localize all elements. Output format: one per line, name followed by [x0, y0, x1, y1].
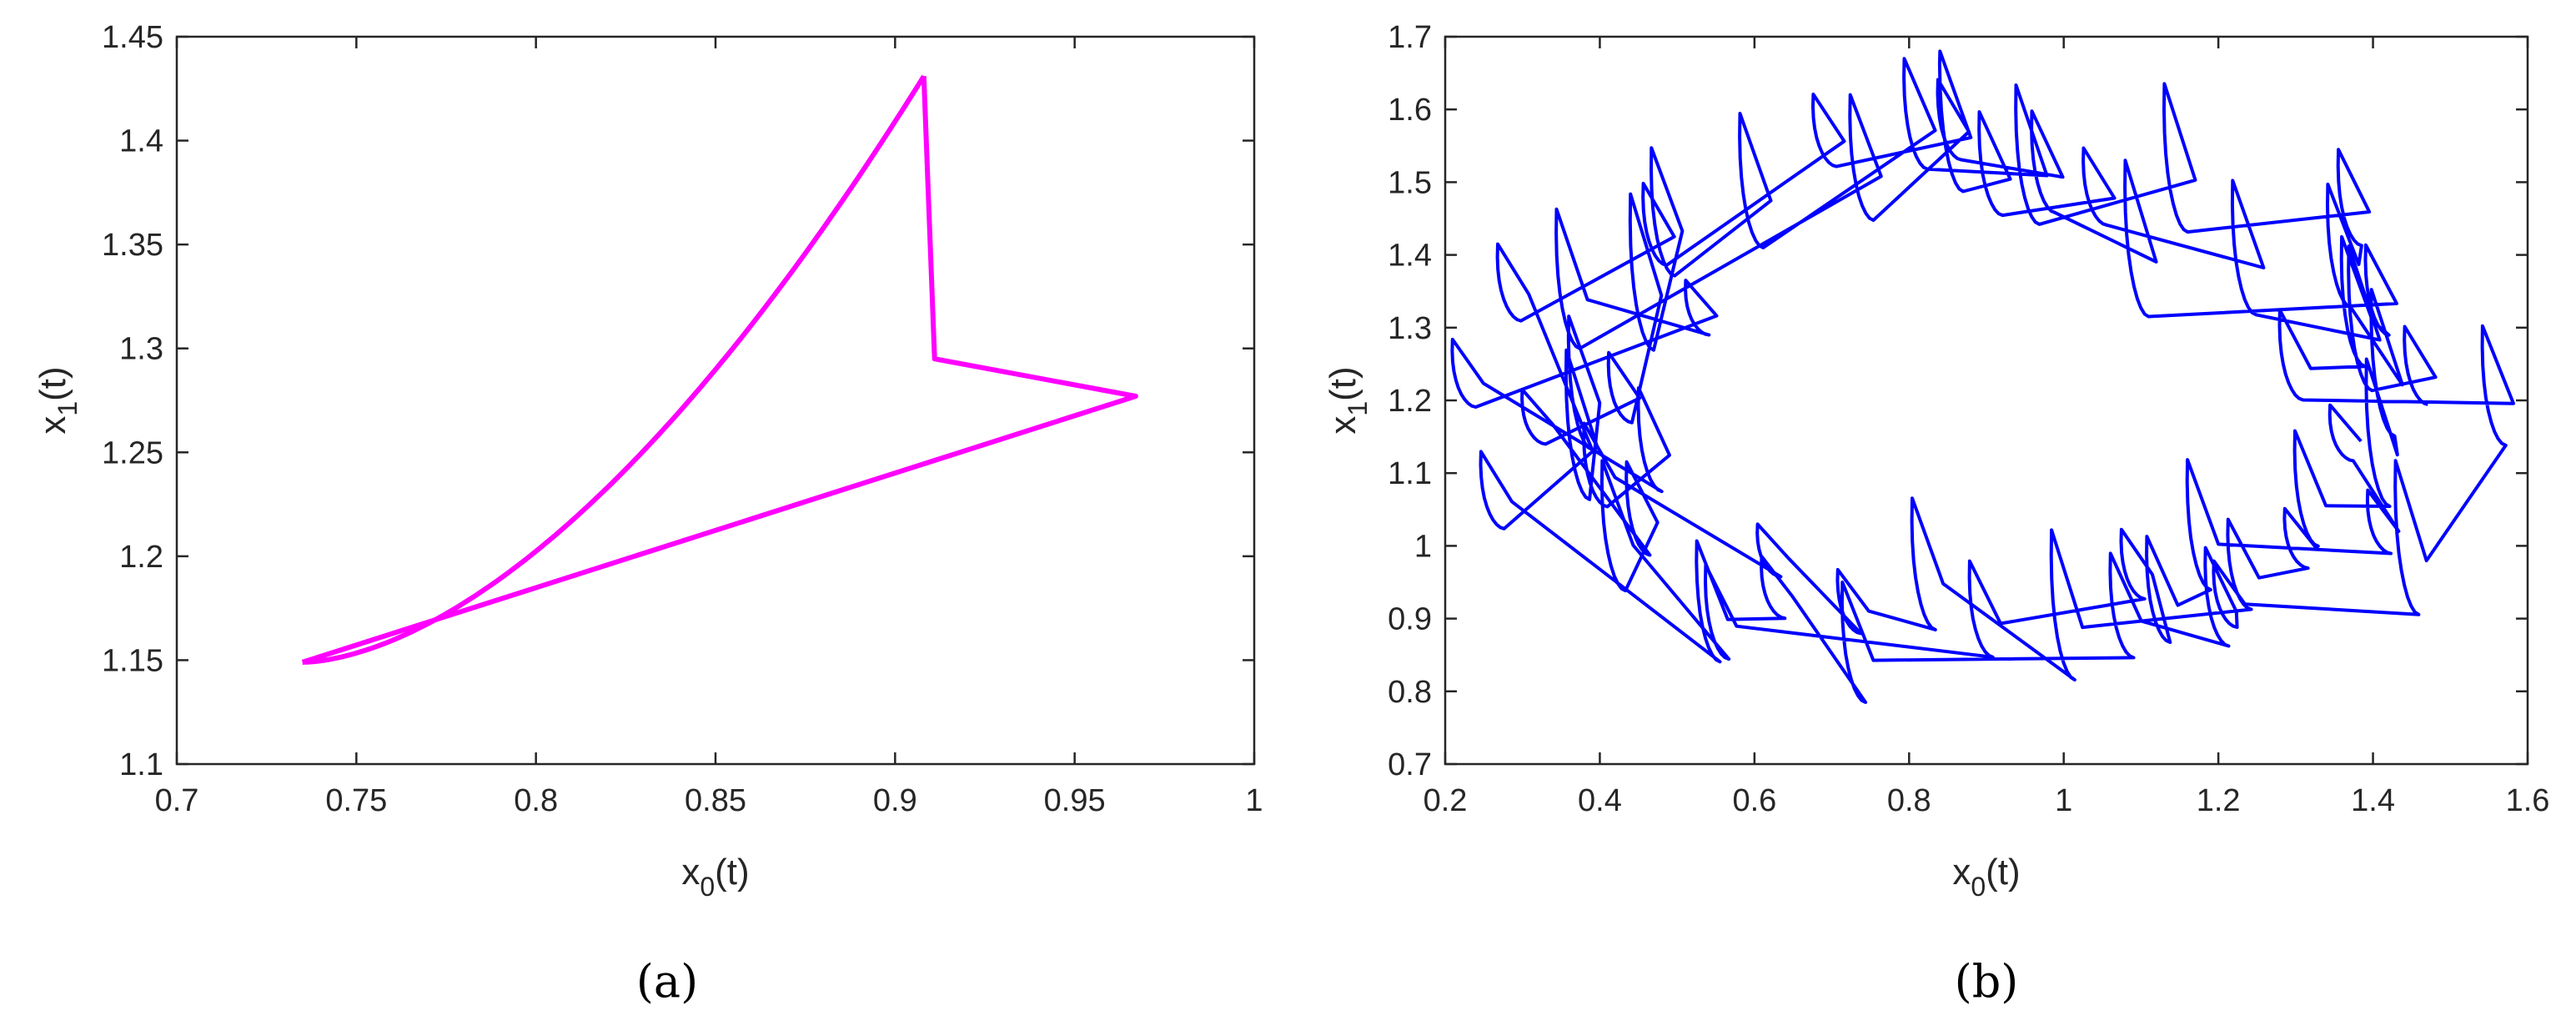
x-tick-label: 0.4 [1578, 783, 1622, 818]
x-tick-label: 1 [2055, 783, 2072, 818]
x-tick-label: 1.4 [2351, 783, 2395, 818]
y-tick-label: 1.15 [102, 643, 163, 678]
series-lines-a [301, 74, 1138, 665]
y-tick-label: 0.7 [1388, 747, 1432, 782]
y-axis-label-b: x1(t) [1323, 366, 1373, 434]
y-tick-label: 1.5 [1388, 165, 1432, 200]
series-line-a [301, 76, 1138, 665]
plot-frame-a [175, 35, 1256, 766]
chart-panel-a: 0.7 0.75 0.8 0.85 0.9 0.95 1 1.1 1.15 1.2 1.25 1.3… [33, 20, 1263, 1008]
x-axis-label-a: x0(t) [681, 852, 749, 902]
y-tick-label: 0.9 [1388, 602, 1432, 637]
y-tick-label: 1.35 [102, 228, 163, 263]
y-tick-label: 1.3 [119, 332, 163, 367]
y-tick-label: 1.45 [102, 20, 163, 55]
y-tick-label: 1.6 [1388, 93, 1432, 128]
x-tick-label: 0.75 [325, 783, 387, 818]
series-lines-b [1450, 49, 2515, 704]
x-tick-label: 1 [1245, 783, 1263, 818]
x-tick-label: 0.8 [514, 783, 558, 818]
y-tick-label: 1.1 [119, 747, 163, 782]
y-axis-label-a: x1(t) [33, 366, 83, 434]
x-tick-label: 1.2 [2197, 783, 2241, 818]
y-tick-label: 0.8 [1388, 675, 1432, 710]
y-tick-label: 1.7 [1388, 20, 1432, 55]
series-curve-a [302, 74, 926, 665]
x-tick-label: 0.85 [685, 783, 746, 818]
x-tick-label: 0.9 [873, 783, 917, 818]
y-tick-label: 1.1 [1388, 456, 1432, 491]
y-tick-label: 1.2 [1388, 384, 1432, 419]
y-tick-label: 1.4 [119, 124, 163, 159]
chart-panel-b: 0.2 0.4 0.6 0.8 1 1.2 1.4 1.6 0.7 0.8 0.9 1 1.1 1.2 1… [1323, 20, 2549, 1008]
x-tick-label: 0.2 [1424, 783, 1468, 818]
x-axis-ticks-b: 0.2 0.4 0.6 0.8 1 1.2 1.4 1.6 [1424, 37, 2550, 818]
y-tick-label: 1.2 [119, 540, 163, 575]
x-axis-label-b: x0(t) [1952, 852, 2020, 902]
y-tick-label: 1.25 [102, 435, 163, 470]
y-tick-label: 1.3 [1388, 311, 1432, 346]
x-tick-label: 1.6 [2506, 783, 2550, 818]
x-tick-label: 0.6 [1732, 783, 1776, 818]
y-tick-label: 1 [1414, 529, 1432, 564]
series-trajectory-b [1450, 49, 2515, 704]
x-tick-label: 0.7 [155, 783, 199, 818]
panel-caption-b: (b) [1955, 955, 2019, 1008]
x-axis-ticks-a: 0.7 0.75 0.8 0.85 0.9 0.95 1 [155, 37, 1263, 818]
x-tick-label: 0.8 [1887, 783, 1931, 818]
x-tick-label: 0.95 [1044, 783, 1106, 818]
y-axis-ticks-a: 1.1 1.15 1.2 1.25 1.3 1.35 1.4 1.45 [102, 20, 1254, 782]
y-axis-ticks-b: 0.7 0.8 0.9 1 1.1 1.2 1.3 1.4 1.5 1.6 1.7 [1388, 20, 2528, 782]
y-tick-label: 1.4 [1388, 239, 1432, 274]
panel-caption-a: (a) [636, 955, 698, 1008]
